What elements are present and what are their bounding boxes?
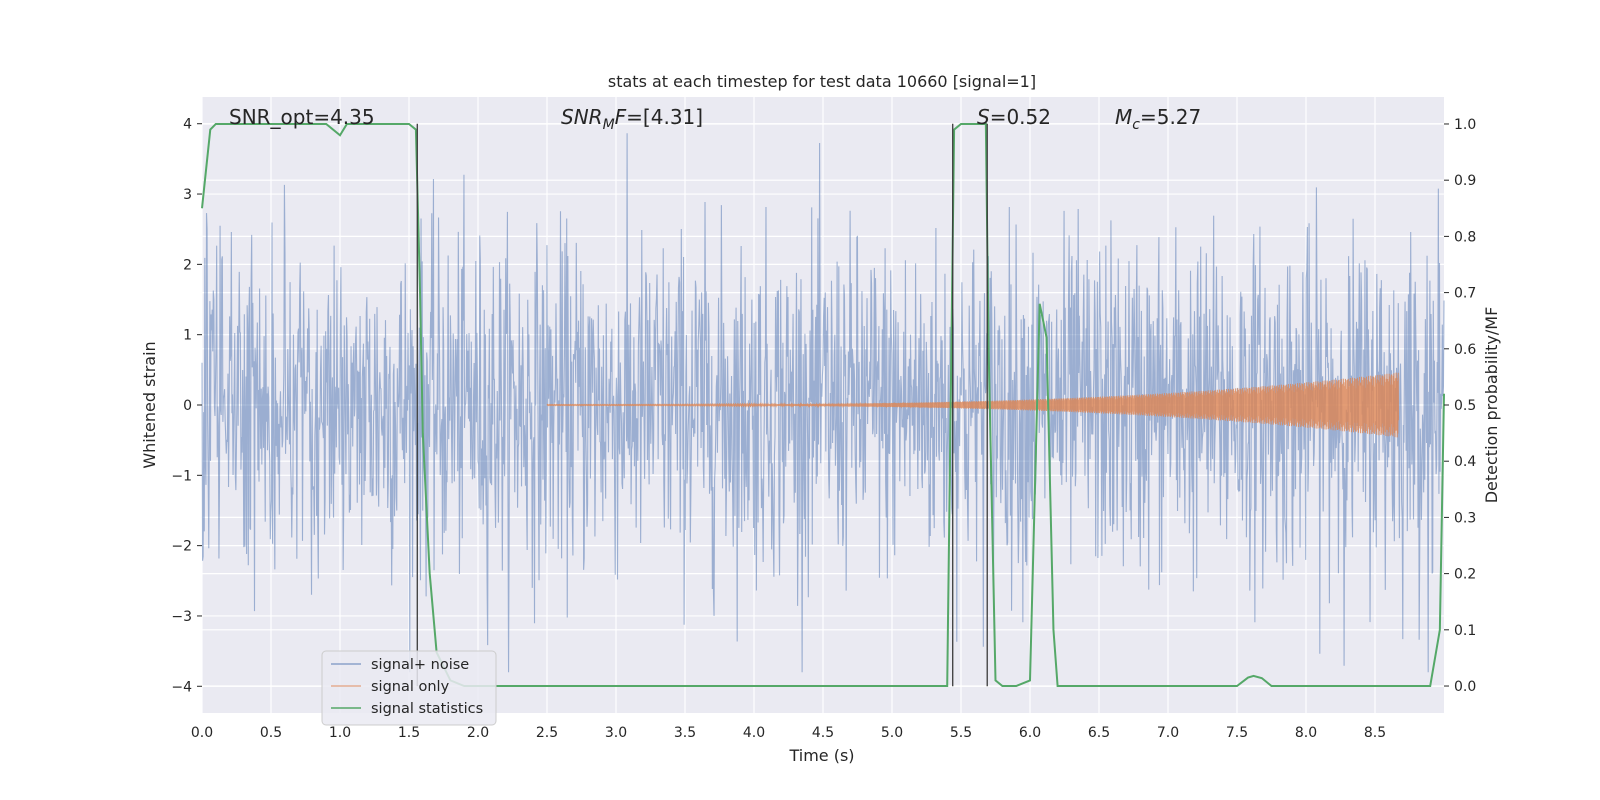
- y-tick-label: −1: [171, 468, 192, 484]
- x-tick-label: 7.5: [1226, 725, 1248, 741]
- x-tick-label: 3.0: [605, 725, 627, 741]
- vertical-markers: [416, 123, 988, 687]
- chart-title: stats at each timestep for test data 106…: [608, 72, 1036, 91]
- x-axis-ticks: 0.0 0.5 1.0 1.5 2.0 2.5 3.0 3.5 4.0 4.5 5.0 5.5 6.0 6…: [191, 725, 1386, 741]
- annotation-snr-mf-f: F: [615, 105, 627, 129]
- annotation-s-symbol: S: [977, 105, 990, 129]
- annotation-snr-mf: SNRMF=[4.31]: [561, 105, 703, 133]
- annotation-mc-symbol: M: [1115, 105, 1132, 129]
- y-tick-label: 4: [183, 117, 192, 133]
- y2-tick-label: 0.7: [1454, 286, 1476, 302]
- y2-axis-ticks: 0.0 0.1 0.2 0.3 0.4 0.5 0.6 0.7 0.8 0.9 1.0: [1444, 117, 1476, 695]
- annotation-s: S=0.52: [977, 105, 1051, 129]
- x-tick-label: 6.0: [1019, 725, 1041, 741]
- y2-tick-label: 0.1: [1454, 623, 1476, 639]
- y2-tick-label: 0.5: [1454, 398, 1476, 414]
- y2-tick-label: 1.0: [1454, 117, 1476, 133]
- y2-tick-label: 0.3: [1454, 510, 1476, 526]
- y2-tick-label: 0.9: [1454, 173, 1476, 189]
- y-tick-label: −2: [171, 539, 192, 555]
- x-tick-label: 7.0: [1157, 725, 1179, 741]
- legend-label-signal-only: signal only: [371, 679, 450, 695]
- annotation-snr-mf-symbol: SNR: [561, 105, 603, 129]
- legend-box: [321, 650, 497, 726]
- y-axis-ticks: −4 −3 −2 −1 0 1 2 3 4: [171, 117, 202, 695]
- legend-label-signal-plus-noise: signal+ noise: [371, 657, 469, 673]
- annotation-mc-subscript: c: [1132, 117, 1140, 133]
- x-tick-label: 1.0: [329, 725, 351, 741]
- x-tick-label: 5.5: [950, 725, 972, 741]
- x-tick-label: 4.0: [743, 725, 765, 741]
- legend-label-signal-statistics: signal statistics: [371, 701, 483, 717]
- annotation-snr-mf-subscript: M: [603, 117, 615, 133]
- y-tick-label: 0: [183, 398, 192, 414]
- signal-only-line: [546, 372, 1400, 438]
- x-tick-label: 5.0: [881, 725, 903, 741]
- x-tick-label: 3.5: [674, 725, 696, 741]
- y2-tick-label: 0.6: [1454, 342, 1476, 358]
- y-tick-label: 1: [183, 328, 192, 344]
- y2-tick-label: 0.8: [1454, 229, 1476, 245]
- y-tick-label: 3: [183, 187, 192, 203]
- x-tick-label: 6.5: [1088, 725, 1110, 741]
- x-tick-label: 2.0: [467, 725, 489, 741]
- annotation-snr-opt: SNR_opt=4.35: [229, 105, 375, 129]
- x-tick-label: 4.5: [812, 725, 834, 741]
- x-tick-label: 0.5: [260, 725, 282, 741]
- series-signal-only: [546, 372, 1400, 438]
- annotation-s-value: =0.52: [990, 105, 1051, 129]
- annotation-mc: Mc=5.27: [1115, 105, 1201, 133]
- y2-tick-label: 0.2: [1454, 567, 1476, 583]
- annotation-snr-mf-value: =[4.31]: [626, 105, 703, 129]
- legend: signal+ noise signal only signal statist…: [321, 650, 497, 726]
- y2-axis-label: Detection probability/MF: [1482, 307, 1501, 504]
- y-tick-label: 2: [183, 257, 192, 273]
- y2-tick-label: 0.4: [1454, 454, 1476, 470]
- x-axis-label: Time (s): [788, 746, 854, 765]
- x-tick-label: 8.0: [1295, 725, 1317, 741]
- signal-statistics-line: [201, 122, 1445, 688]
- x-tick-label: 2.5: [536, 725, 558, 741]
- x-tick-label: 0.0: [191, 725, 213, 741]
- y2-tick-label: 0.0: [1454, 679, 1476, 695]
- x-tick-label: 8.5: [1364, 725, 1386, 741]
- annotation-mc-value: =5.27: [1140, 105, 1201, 129]
- y-tick-label: −4: [171, 679, 192, 695]
- series-signal-statistics: [201, 122, 1445, 688]
- y-axis-label: Whitened strain: [140, 341, 159, 468]
- y-tick-label: −3: [171, 609, 192, 625]
- x-tick-label: 1.5: [398, 725, 420, 741]
